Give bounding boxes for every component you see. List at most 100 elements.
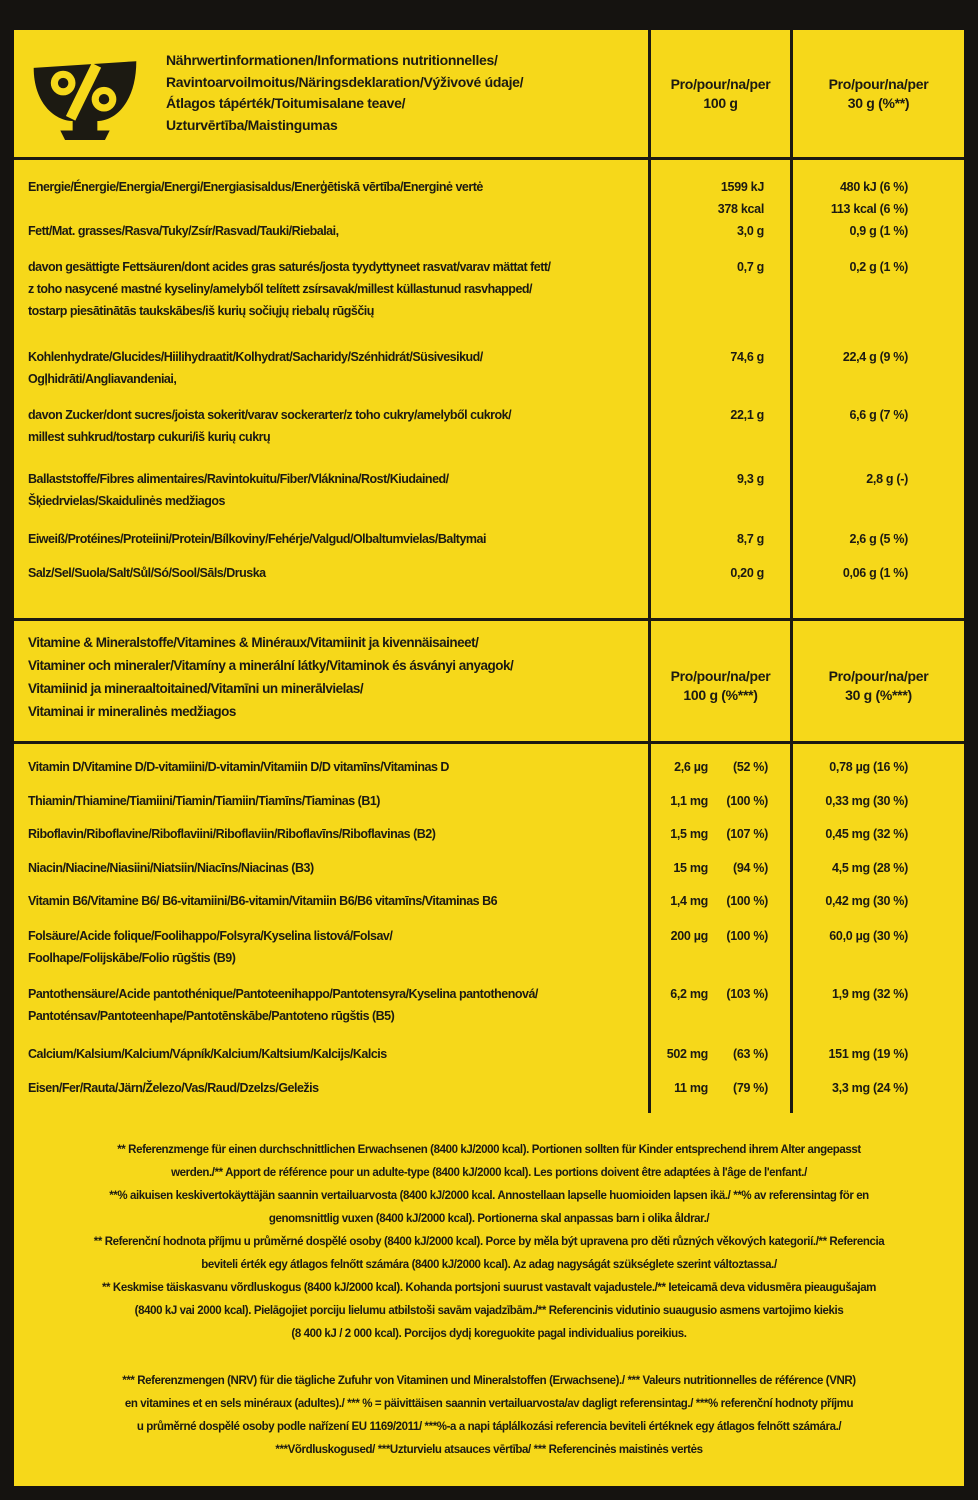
amount: 502 mg	[666, 1047, 709, 1061]
amount: 1,1 mg	[670, 794, 708, 808]
vitamin-label: Folsäure/Acide folique/Foolihappo/Folsyr…	[28, 929, 393, 965]
per-30g-value: 6,6 g (7 %)	[790, 404, 964, 468]
per-30g-value: 4,5 mg (28 %)	[790, 857, 964, 890]
percent-nrv: (107 %)	[726, 827, 768, 841]
header-left: Nährwertinformationen/Informations nutri…	[14, 30, 648, 157]
table-row-energy: Energie/Énergie/Energia/Energi/Energiasi…	[14, 160, 964, 220]
nutrient-label: davon gesättigte Fettsäuren/dont acides …	[28, 260, 551, 318]
per-100g-value: 74,6 g	[648, 346, 790, 404]
table-row-fat: Fett/Mat. grasses/Rasva/Tuky/Zsír/Rasvad…	[14, 220, 964, 256]
per-100g-value: 9,3 g	[648, 468, 790, 528]
per-100g-value: 22,1 g	[648, 404, 790, 468]
per-30g-value: 0,45 mg (32 %)	[790, 823, 964, 857]
per-30g-value: 2,6 g (5 %)	[790, 528, 964, 562]
per-30g-value: 480 kJ (6 %) 113 kcal (6 %)	[790, 160, 964, 220]
percent-nrv: (79 %)	[732, 1081, 768, 1095]
percent-nrv: (103 %)	[726, 987, 768, 1001]
per-30g-value: 0,78 µg (16 %)	[790, 744, 964, 790]
per-100g-value: 3,0 g	[648, 220, 790, 256]
per-30g-value: 0,2 g (1 %)	[790, 256, 964, 346]
vitamin-label: Calcium/Kalsium/Kalcium/Vápník/Kalcium/K…	[28, 1047, 387, 1061]
per-30g-value: 1,9 mg (32 %)	[790, 983, 964, 1043]
per-30g-value: 0,9 g (1 %)	[790, 220, 964, 256]
nutrient-label: Fett/Mat. grasses/Rasva/Tuky/Zsír/Rasvad…	[28, 224, 339, 238]
per-100g-value: 1,5 mg (107 %)	[648, 823, 790, 857]
nutrition-panel: Nährwertinformationen/Informations nutri…	[14, 30, 964, 1486]
table-row-saturates: davon gesättigte Fettsäuren/dont acides …	[14, 256, 964, 346]
per-30g-value: 2,8 g (-)	[790, 468, 964, 528]
amount: 1,5 mg	[670, 827, 708, 841]
vitamins-header-row: Vitamine & Mineralstoffe/Vitamines & Min…	[14, 618, 964, 744]
table-row-vitamin-d: Vitamin D/Vitamine D/D-vitamiini/D-vitam…	[14, 744, 964, 790]
table-row-vitamin-b6: Vitamin B6/Vitamine B6/ B6-vitamiini/B6-…	[14, 890, 964, 925]
table-row-riboflavin: Riboflavin/Riboflavine/Riboflaviini/Ribo…	[14, 823, 964, 857]
per-100g-value: 1,1 mg (100 %)	[648, 790, 790, 823]
per-100g-value: 200 µg (100 %)	[648, 925, 790, 983]
percent-nrv: (100 %)	[726, 894, 768, 908]
amount: 2,6 µg	[674, 760, 708, 774]
per-30g-value: 60,0 µg (30 %)	[790, 925, 964, 983]
table-row-iron: Eisen/Fer/Rauta/Järn/Železo/Vas/Raud/Dze…	[14, 1077, 964, 1113]
per-100g-value: 11 mg (79 %)	[648, 1077, 790, 1113]
nutrient-label: Salz/Sel/Suola/Salt/Sůl/Só/Sool/Sāls/Dru…	[28, 566, 266, 580]
percent-nrv: (94 %)	[732, 861, 768, 875]
vitamin-label: Pantothensäure/Acide pantothénique/Panto…	[28, 987, 538, 1023]
vitamin-label: Thiamin/Thiamine/Tiamiini/Tiamin/Tiamiin…	[28, 794, 380, 808]
per-100g-value: 0,7 g	[648, 256, 790, 346]
table-row-sugars: davon Zucker/dont sucres/joista sokerit/…	[14, 404, 964, 468]
vitamin-label: Riboflavin/Riboflavine/Riboflaviini/Ribo…	[28, 827, 436, 841]
table-row-niacin: Niacin/Niacine/Niasiini/Niatsiin/Niacīns…	[14, 857, 964, 890]
per-30g-value: 0,42 mg (30 %)	[790, 890, 964, 925]
amount: 11 mg	[674, 1081, 708, 1095]
percent-nrv: (100 %)	[726, 794, 768, 808]
nutrient-label: Energie/Énergie/Energia/Energi/Energiasi…	[28, 180, 483, 194]
per-100g-value: 0,20 g	[648, 562, 790, 618]
table-row-thiamin: Thiamin/Thiamine/Tiamiini/Tiamin/Tiamiin…	[14, 790, 964, 823]
percent-nrv: (100 %)	[726, 929, 768, 943]
vitamins-column-header-per-100g: Pro/pour/na/per 100 g (%***)	[648, 621, 790, 741]
vitamin-label: Eisen/Fer/Rauta/Järn/Železo/Vas/Raud/Dze…	[28, 1081, 319, 1095]
table-row-folic-acid: Folsäure/Acide folique/Foolihappo/Folsyr…	[14, 925, 964, 983]
per-100g-value: 1,4 mg (100 %)	[648, 890, 790, 925]
per-100g-value: 1599 kJ 378 kcal	[648, 160, 790, 220]
footnote-nrv-reference: *** Referenzmengen (NRV) für die täglich…	[122, 1375, 856, 1456]
table-row-calcium: Calcium/Kalsium/Kalcium/Vápník/Kalcium/K…	[14, 1043, 964, 1077]
per-100g-value: 15 mg (94 %)	[648, 857, 790, 890]
amount: 200 µg	[670, 929, 709, 943]
vitamin-label: Niacin/Niacine/Niasiini/Niatsiin/Niacīns…	[28, 861, 314, 875]
per-100g-value: 8,7 g	[648, 528, 790, 562]
per-30g-value: 0,33 mg (30 %)	[790, 790, 964, 823]
page-title: Nährwertinformationen/Informations nutri…	[166, 52, 524, 133]
table-header-row: Nährwertinformationen/Informations nutri…	[14, 30, 964, 160]
footnotes: ** Referenzmenge für einen durchschnittl…	[14, 1113, 964, 1462]
per-100g-value: 6,2 mg (103 %)	[648, 983, 790, 1043]
vitamin-label: Vitamin B6/Vitamine B6/ B6-vitamiini/B6-…	[28, 894, 498, 908]
vitamins-section-title: Vitamine & Mineralstoffe/Vitamines & Min…	[28, 635, 514, 719]
per-100g-value: 502 mg (63 %)	[648, 1043, 790, 1077]
column-header-per-100g: Pro/pour/na/per 100 g	[648, 30, 790, 157]
column-header-per-30g: Pro/pour/na/per 30 g (%**)	[790, 30, 964, 157]
amount: 15 mg	[673, 861, 708, 875]
nutrient-label: Ballaststoffe/Fibres alimentaires/Ravint…	[28, 472, 449, 508]
nutrient-label: davon Zucker/dont sucres/joista sokerit/…	[28, 408, 512, 444]
per-30g-value: 0,06 g (1 %)	[790, 562, 964, 618]
amount: 1,4 mg	[670, 894, 708, 908]
per-30g-value: 22,4 g (9 %)	[790, 346, 964, 404]
table-row-fibre: Ballaststoffe/Fibres alimentaires/Ravint…	[14, 468, 964, 528]
percent-bowl-icon	[28, 56, 142, 155]
vitamin-label: Vitamin D/Vitamine D/D-vitamiini/D-vitam…	[28, 760, 449, 774]
table-row-salt: Salz/Sel/Suola/Salt/Sůl/Só/Sool/Sāls/Dru…	[14, 562, 964, 618]
table-row-protein: Eiweiß/Protéines/Proteiini/Protein/Bílko…	[14, 528, 964, 562]
percent-nrv: (63 %)	[732, 1047, 768, 1061]
per-30g-value: 151 mg (19 %)	[790, 1043, 964, 1077]
table-row-carbohydrate: Kohlenhydrate/Glucides/Hiilihydraatit/Ko…	[14, 346, 964, 404]
nutrient-label: Kohlenhydrate/Glucides/Hiilihydraatit/Ko…	[28, 350, 483, 386]
amount: 6,2 mg	[670, 987, 708, 1001]
per-30g-value: 3,3 mg (24 %)	[790, 1077, 964, 1113]
vitamins-column-header-per-30g: Pro/pour/na/per 30 g (%***)	[790, 621, 964, 741]
nutrient-label: Eiweiß/Protéines/Proteiini/Protein/Bílko…	[28, 532, 486, 546]
table-row-pantothenic-acid: Pantothensäure/Acide pantothénique/Panto…	[14, 983, 964, 1043]
percent-nrv: (52 %)	[732, 760, 768, 774]
per-100g-value: 2,6 µg (52 %)	[648, 744, 790, 790]
footnote-portion-reference: ** Referenzmenge für einen durchschnittl…	[93, 1144, 885, 1340]
